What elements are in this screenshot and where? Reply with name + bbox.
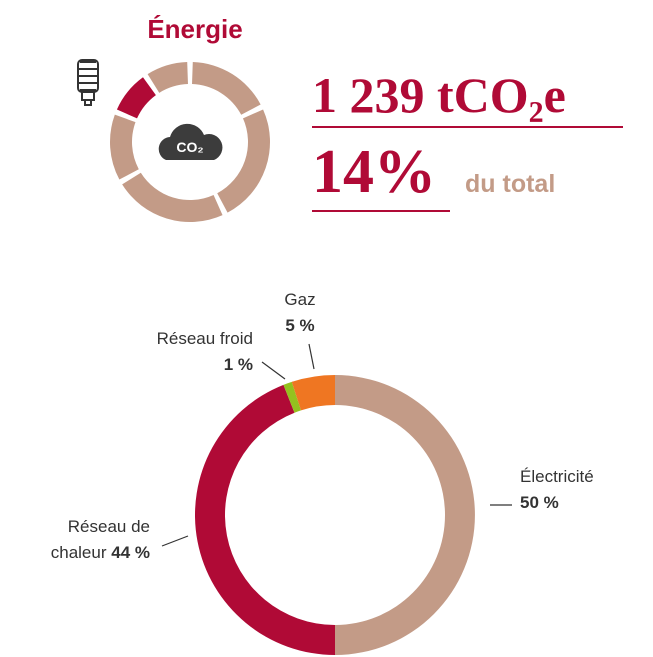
label: Réseau de chaleur 44 % (20, 514, 150, 566)
donut-segment (283, 381, 302, 413)
bulb-icon (77, 59, 99, 106)
donut-segment (195, 384, 335, 655)
donut (195, 375, 475, 655)
title: Énergie (147, 14, 242, 44)
value-label: 44 % (111, 543, 150, 562)
category-label: Électricité (520, 467, 594, 486)
category-label: Réseau froid (156, 329, 253, 348)
category-label: Gaz (284, 290, 316, 309)
share-note: du total (465, 170, 555, 198)
value-label: 1 % (223, 355, 253, 374)
cloud-icon: CO₂ (158, 123, 223, 160)
label: Électricité 50 % (520, 464, 594, 516)
donut-segment (291, 375, 335, 411)
label: Réseau froid 1 % (110, 326, 253, 378)
value-label: 50 % (520, 493, 559, 512)
icon-segment (217, 109, 270, 213)
value-label: 5 % (285, 316, 315, 335)
leaders (161, 343, 512, 547)
icon-segment (122, 172, 223, 222)
icon-segment (109, 114, 139, 180)
leader-line (308, 343, 315, 370)
label: Gaz 5 % (270, 287, 330, 339)
icon-segment (192, 62, 261, 115)
emissions: 1 239 tCO₂e (312, 67, 566, 123)
icon-text: CO₂ (176, 139, 203, 155)
leader-line (261, 361, 286, 380)
donut-segment (335, 375, 475, 655)
icon-segment (147, 62, 188, 93)
category-label: Réseau de chaleur (50, 517, 150, 562)
icon-segment (116, 77, 156, 119)
icon-donut (109, 62, 270, 222)
share: 14% (312, 138, 436, 206)
leader-line (161, 535, 189, 547)
